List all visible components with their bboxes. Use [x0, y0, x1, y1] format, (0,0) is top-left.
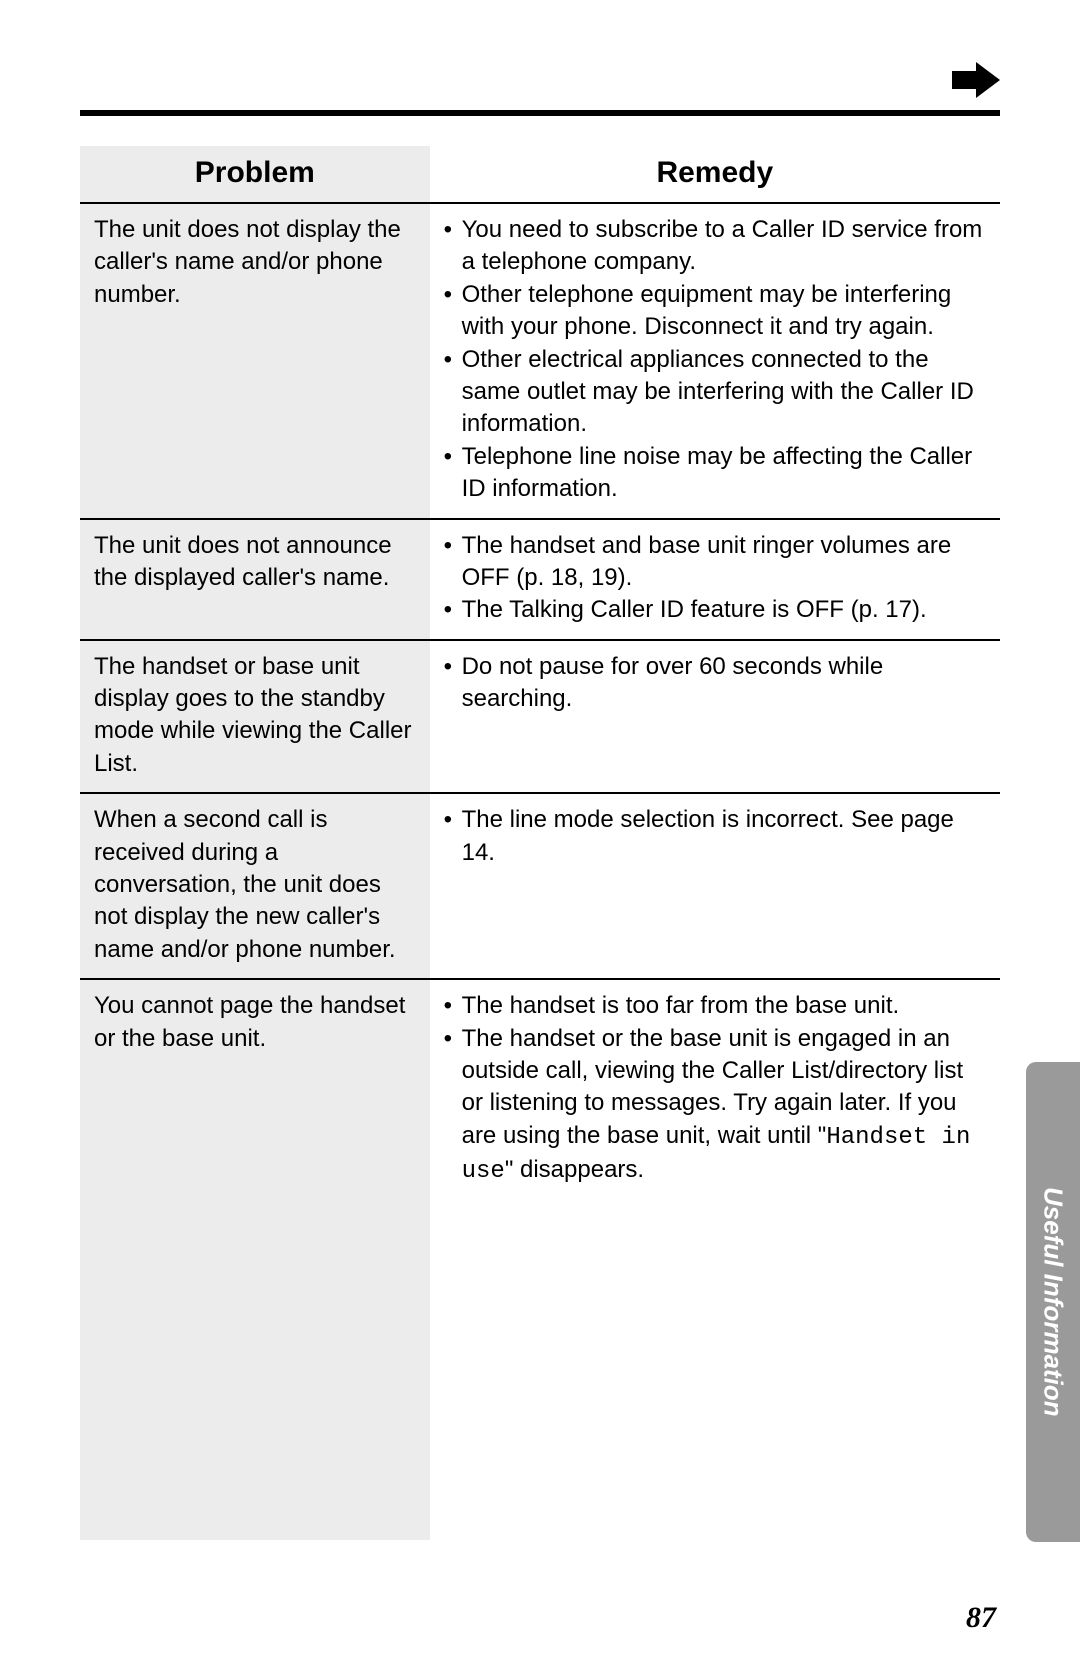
table-row: You cannot page the handset or the base … — [80, 979, 1000, 1200]
continue-arrow-icon — [976, 62, 1000, 98]
remedy-item: Other telephone equipment may be interfe… — [444, 279, 986, 344]
remedy-item: Telephone line noise may be affecting th… — [444, 441, 986, 506]
remedy-text-part: " disappears. — [505, 1156, 644, 1183]
problem-column-filler — [80, 1201, 430, 1540]
table-header-row: Problem Remedy — [80, 146, 1000, 203]
remedy-item: Do not pause for over 60 seconds while s… — [444, 651, 986, 716]
table-row: The unit does not announce the displayed… — [80, 519, 1000, 640]
side-tab: Useful Information — [1026, 1062, 1080, 1542]
remedy-list: Do not pause for over 60 seconds while s… — [444, 651, 986, 716]
problem-cell: The handset or base unit display goes to… — [80, 640, 430, 794]
remedy-item: The line mode selection is incorrect. Se… — [444, 804, 986, 869]
page-container: Problem Remedy The unit does not display… — [0, 0, 1080, 1669]
problem-cell: The unit does not announce the displayed… — [80, 519, 430, 640]
remedy-item: You need to subscribe to a Caller ID ser… — [444, 214, 986, 279]
remedy-item: Other electrical appliances connected to… — [444, 344, 986, 441]
remedy-list: The handset and base unit ringer volumes… — [444, 530, 986, 627]
remedy-cell: The line mode selection is incorrect. Se… — [430, 793, 1000, 979]
table-row: The unit does not display the caller's n… — [80, 203, 1000, 519]
top-rule — [80, 110, 1000, 116]
table-row: The handset or base unit display goes to… — [80, 640, 1000, 794]
side-tab-label: Useful Information — [1038, 1187, 1069, 1417]
remedy-list: You need to subscribe to a Caller ID ser… — [444, 214, 986, 506]
page-number: 87 — [966, 1601, 996, 1635]
column-header-problem: Problem — [80, 146, 430, 203]
remedy-item: The Talking Caller ID feature is OFF (p.… — [444, 594, 986, 626]
problem-cell: When a second call is received during a … — [80, 793, 430, 979]
remedy-item: The handset is too far from the base uni… — [444, 990, 986, 1022]
remedy-list: The handset is too far from the base uni… — [444, 990, 986, 1188]
remedy-cell: The handset is too far from the base uni… — [430, 979, 1000, 1200]
remedy-cell: The handset and base unit ringer volumes… — [430, 519, 1000, 640]
problem-cell: You cannot page the handset or the base … — [80, 979, 430, 1200]
table-row: When a second call is received during a … — [80, 793, 1000, 979]
remedy-cell: Do not pause for over 60 seconds while s… — [430, 640, 1000, 794]
remedy-list: The line mode selection is incorrect. Se… — [444, 804, 986, 869]
problem-cell: The unit does not display the caller's n… — [80, 203, 430, 519]
remedy-cell: You need to subscribe to a Caller ID ser… — [430, 203, 1000, 519]
remedy-item: The handset or the base unit is engaged … — [444, 1023, 986, 1189]
remedy-item: The handset and base unit ringer volumes… — [444, 530, 986, 595]
column-header-remedy: Remedy — [430, 146, 1000, 203]
troubleshoot-table: Problem Remedy The unit does not display… — [80, 146, 1000, 1201]
